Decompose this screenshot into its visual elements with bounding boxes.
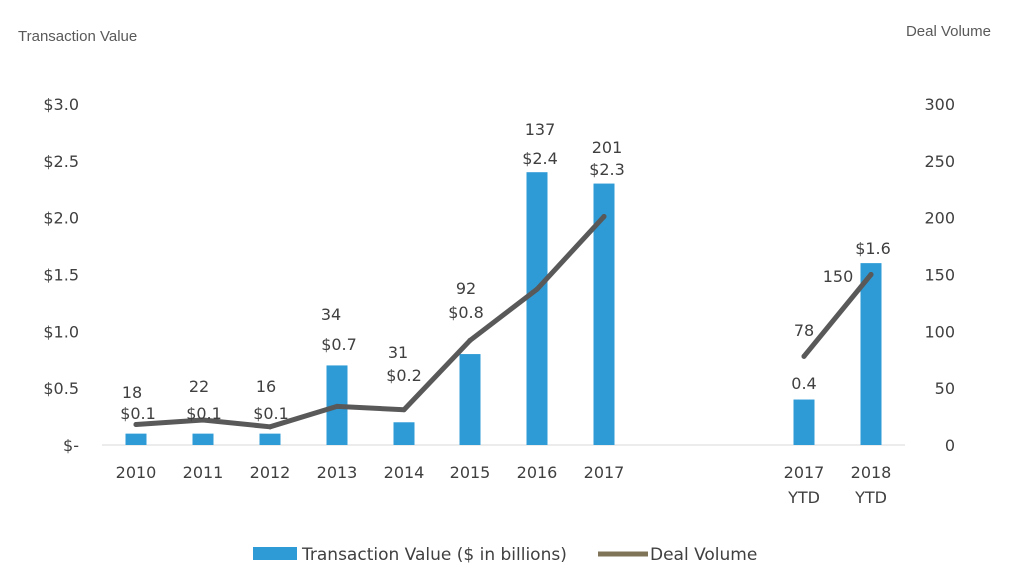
- deal-volume-label: 78: [794, 321, 814, 340]
- legend-label-transaction-value: Transaction Value ($ in billions): [301, 545, 567, 565]
- deal-volume-point: [200, 417, 206, 423]
- deal-volume-point: [801, 353, 807, 359]
- legend-label-deal-volume: Deal Volume: [650, 545, 757, 565]
- line-series: [133, 214, 874, 430]
- deal-volume-line: [801, 272, 874, 359]
- y-tick-label: $0.5: [43, 379, 79, 398]
- deal-volume-point: [401, 407, 407, 413]
- transaction-value-label: $2.3: [589, 160, 625, 179]
- deal-volume-label: 16: [256, 377, 276, 396]
- y-tick-label: $2.0: [43, 209, 79, 228]
- transaction-value-label: $0.1: [253, 404, 289, 423]
- bar-series: [125, 172, 882, 446]
- y-axis-title: Transaction Value: [18, 28, 137, 45]
- deal-volume-label: 31: [388, 343, 408, 362]
- deal-volume-point: [267, 424, 273, 430]
- bar: [793, 399, 815, 445]
- transaction-value-label: $0.1: [186, 404, 222, 423]
- y2-tick-label: 250: [924, 152, 955, 171]
- x-tick-label: 2014: [384, 463, 425, 482]
- x-tick-label: 2016: [517, 463, 558, 482]
- bar: [459, 354, 481, 445]
- bar: [526, 172, 548, 445]
- y2-axis-title: Deal Volume: [906, 23, 991, 40]
- deal-volume-label: 34: [321, 305, 341, 324]
- bar: [860, 263, 882, 445]
- x-tick-label: 2017 YTD: [784, 463, 825, 507]
- bar: [192, 433, 214, 445]
- y2-tick-label: 0: [945, 436, 955, 455]
- deal-volume-label: 201: [592, 138, 623, 157]
- bar: [125, 433, 147, 445]
- deal-volume-line: [133, 214, 607, 430]
- deal-volume-label: 137: [525, 120, 556, 139]
- x-tick-label: 2013: [317, 463, 358, 482]
- y-tick-label: $-: [63, 436, 79, 455]
- deal-volume-label: 18: [122, 383, 142, 402]
- y-tick-label: $1.5: [43, 266, 79, 285]
- y2-tick-label: 50: [935, 379, 955, 398]
- deal-volume-label: 22: [189, 377, 209, 396]
- transaction-value-label: 0.4: [791, 374, 816, 393]
- y2-axis-ticks: 0 50 100 150 200 250 300: [924, 95, 955, 455]
- transaction-value-label: $1.6: [855, 239, 891, 258]
- deal-volume-label: 92: [456, 279, 476, 298]
- deal-volume-point: [334, 403, 340, 409]
- x-tick-label: 2017: [584, 463, 625, 482]
- legend-swatch-transaction-value: [253, 547, 297, 560]
- deal-volume-point: [467, 337, 473, 343]
- x-tick-label: 2010: [116, 463, 157, 482]
- x-tick-label: 2015: [450, 463, 491, 482]
- deal-volume-point: [133, 422, 139, 428]
- transaction-value-label: $0.7: [321, 335, 357, 354]
- bar: [593, 183, 615, 446]
- y2-tick-label: 200: [924, 209, 955, 228]
- y-tick-label: $3.0: [43, 95, 79, 114]
- x-axis-ticks: 2010 2011 2012 2013 2014 2015 2016 2017 2017 YTD 2…: [116, 463, 892, 507]
- y-tick-label: $2.5: [43, 152, 79, 171]
- deal-volume-point: [868, 272, 874, 277]
- y2-tick-label: 150: [924, 266, 955, 285]
- x-tick-label: 2011: [183, 463, 224, 482]
- deal-volume-label: 150: [823, 267, 854, 286]
- y2-tick-label: 100: [924, 322, 955, 341]
- transaction-value-label: $0.1: [120, 404, 156, 423]
- transaction-value-label: $0.8: [448, 303, 484, 322]
- transaction-value-label: $2.4: [522, 149, 558, 168]
- legend: Transaction Value ($ in billions) Deal V…: [253, 545, 757, 565]
- deal-volume-point: [601, 214, 607, 220]
- data-labels: 18 $0.1 22 $0.1 16 $0.1 34 $0.7 31 $0.2 92 $0.8 137 $…: [120, 120, 891, 423]
- transaction-value-label: $0.2: [386, 366, 422, 385]
- y-tick-label: $1.0: [43, 322, 79, 341]
- deal-volume-point: [534, 286, 540, 292]
- x-tick-label: 2012: [250, 463, 291, 482]
- y-axis-ticks: $- $0.5 $1.0 $1.5 $2.0 $2.5 $3.0: [43, 95, 79, 455]
- bar: [393, 422, 415, 445]
- x-tick-label: 2018 YTD: [851, 463, 892, 507]
- bar: [259, 433, 281, 445]
- y2-tick-label: 300: [924, 95, 955, 114]
